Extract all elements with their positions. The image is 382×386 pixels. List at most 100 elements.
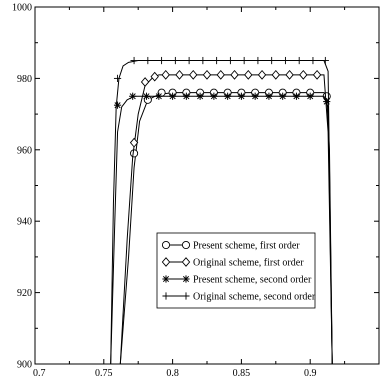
marker-asterisk-stroke <box>238 93 245 100</box>
marker-circle <box>161 240 171 250</box>
marker-asterisk <box>113 101 122 109</box>
marker-asterisk <box>169 92 177 100</box>
x-tick-label: 0.85 <box>233 368 251 379</box>
marker-asterisk <box>142 92 151 100</box>
marker-diamond <box>150 71 159 82</box>
marker-asterisk-stroke <box>293 93 300 100</box>
marker-asterisk-stroke <box>197 93 204 100</box>
series-line <box>110 95 333 364</box>
marker-plus <box>281 56 290 65</box>
marker-asterisk-stroke <box>129 93 136 100</box>
marker-plus <box>213 56 221 65</box>
marker-diamond <box>181 257 191 267</box>
marker-diamond <box>202 69 212 80</box>
marker-asterisk-stroke <box>155 93 162 100</box>
marker-diamond <box>257 69 267 80</box>
marker-diamond <box>244 69 253 80</box>
x-axis: 0.7 0.75 0.8 0.85 0.9 <box>33 7 346 379</box>
series-asterisk <box>110 92 333 364</box>
legend-label: Original scheme, second order <box>193 292 316 303</box>
marker-plus <box>182 292 190 300</box>
marker-plus <box>185 56 193 65</box>
y-tick-label: 1000 <box>12 3 32 14</box>
marker-asterisk <box>155 92 163 100</box>
marker-asterisk <box>323 98 331 106</box>
y-tick-label: 920 <box>17 288 32 299</box>
legend-label: Original scheme, first order <box>193 258 304 269</box>
series-line <box>110 60 333 364</box>
marker-plus <box>254 56 262 65</box>
marker-diamond <box>230 69 239 80</box>
marker-plus <box>309 56 317 65</box>
marker-asterisk-stroke <box>279 93 286 100</box>
series-circle <box>119 88 333 364</box>
marker-diamond <box>175 69 184 80</box>
marker-plus <box>240 56 248 65</box>
marker-asterisk <box>251 92 259 100</box>
marker-plus <box>295 56 303 65</box>
marker-asterisk <box>279 92 287 100</box>
x-tick-label: 0.9 <box>304 368 317 379</box>
marker-asterisk-stroke <box>265 93 272 100</box>
marker-asterisk <box>182 92 190 100</box>
marker-asterisk-stroke <box>169 93 176 100</box>
series-diamond <box>119 69 333 364</box>
legend-entry: Present scheme, first order <box>161 240 300 252</box>
marker-asterisk-stroke <box>143 93 150 100</box>
marker-asterisk <box>196 92 204 100</box>
marker-asterisk-stroke <box>210 93 217 100</box>
marker-asterisk <box>162 275 170 283</box>
marker-circle <box>181 240 191 250</box>
marker-plus <box>130 56 138 65</box>
series-line <box>119 74 333 364</box>
marker-plus <box>226 56 234 65</box>
marker-asterisk <box>306 92 314 100</box>
legend-entry: Original scheme, first order <box>161 257 304 269</box>
marker-plus <box>113 74 122 82</box>
marker-diamond <box>129 137 139 148</box>
marker-diamond <box>216 69 225 80</box>
marker-asterisk-stroke <box>183 93 190 100</box>
marker-asterisk-stroke <box>252 93 259 100</box>
y-tick-label: 900 <box>17 360 32 371</box>
marker-diamond <box>189 69 198 80</box>
y-tick-label: 980 <box>17 74 32 85</box>
marker-asterisk-stroke <box>307 93 314 100</box>
legend-label: Present scheme, second order <box>193 275 312 286</box>
series-line <box>119 92 333 364</box>
marker-asterisk-stroke <box>162 275 170 283</box>
marker-asterisk <box>292 92 301 100</box>
marker-diamond <box>161 257 171 267</box>
marker-asterisk-stroke <box>224 93 231 100</box>
marker-plus <box>199 56 207 65</box>
x-tick-label: 0.7 <box>33 368 46 379</box>
marker-diamond <box>299 69 308 80</box>
marker-asterisk-stroke <box>182 275 190 283</box>
y-tick-label: 940 <box>17 217 32 228</box>
marker-diamond <box>285 69 294 80</box>
legend: Present scheme, first order Original sche… <box>156 232 316 309</box>
series-plus <box>110 56 333 364</box>
marker-plus <box>268 56 276 65</box>
marker-diamond <box>312 69 322 80</box>
legend-label: Present scheme, first order <box>193 241 300 252</box>
y-tick-label: 960 <box>17 145 32 156</box>
series-layer <box>110 56 333 364</box>
y-axis: 900 920 940 960 980 1000 <box>12 3 379 371</box>
marker-circle <box>130 149 139 158</box>
marker-diamond <box>271 69 280 80</box>
marker-asterisk <box>265 92 273 100</box>
marker-asterisk <box>237 92 245 100</box>
marker-diamond <box>161 69 170 80</box>
marker-plus <box>157 56 166 65</box>
marker-asterisk <box>182 275 190 283</box>
marker-plus <box>144 56 152 65</box>
legend-entry: Present scheme, second order <box>162 275 312 286</box>
marker-asterisk <box>210 92 218 100</box>
x-tick-label: 0.75 <box>95 368 113 379</box>
marker-asterisk <box>129 92 137 100</box>
x-tick-label: 0.8 <box>166 368 179 379</box>
marker-plus <box>162 292 170 300</box>
marker-plus <box>321 56 329 65</box>
